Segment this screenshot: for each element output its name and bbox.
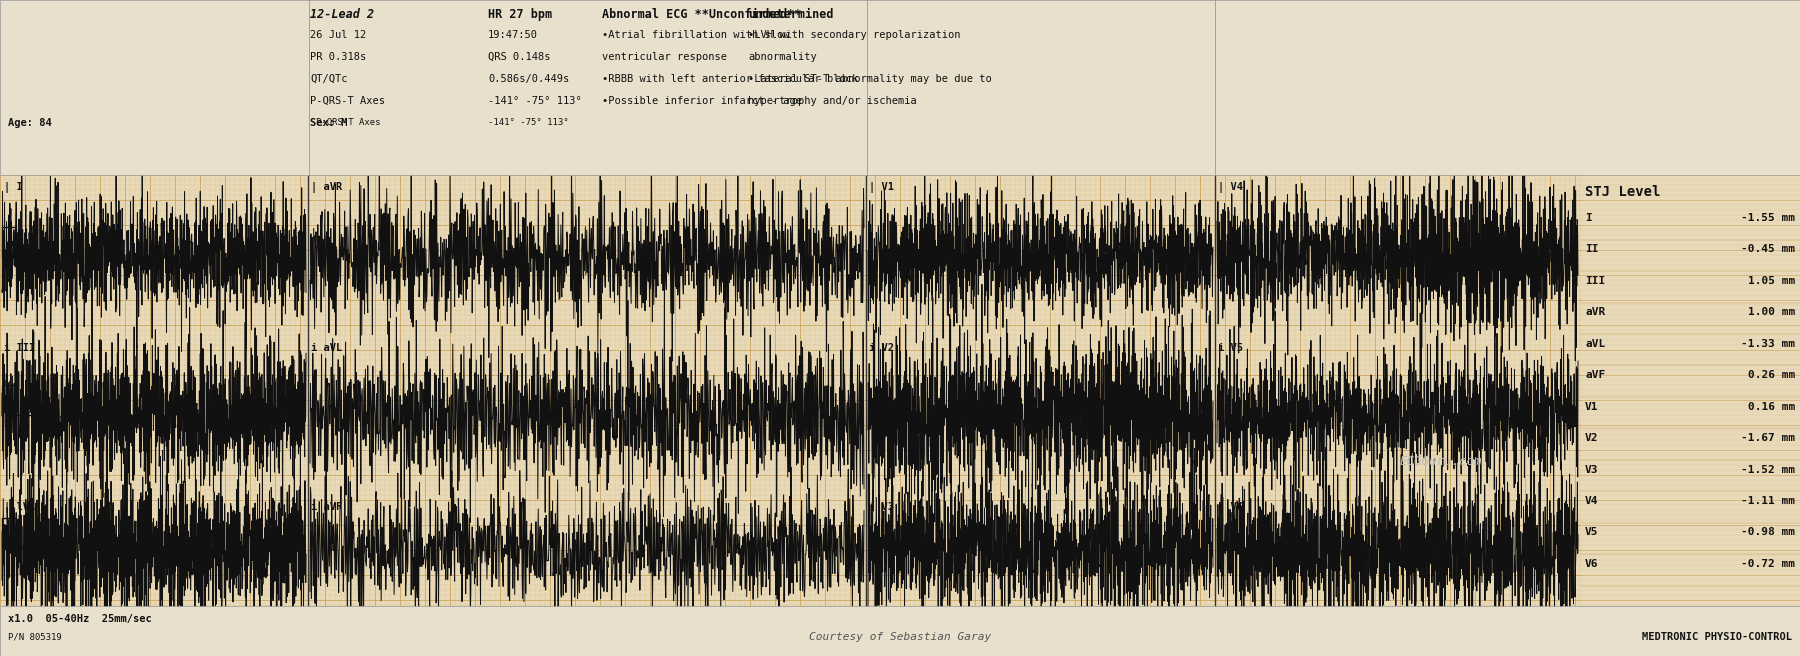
Text: -141° -75° 113°: -141° -75° 113° bbox=[488, 118, 569, 127]
Bar bbox=[0, 175, 1580, 606]
Text: Abnormal ECG **Unconfirmed**: Abnormal ECG **Unconfirmed** bbox=[601, 8, 801, 21]
Text: V3: V3 bbox=[1586, 464, 1598, 474]
Text: aVL: aVL bbox=[1586, 338, 1606, 349]
Text: | V1: | V1 bbox=[869, 182, 895, 193]
Text: ventricular response: ventricular response bbox=[601, 52, 727, 62]
Text: P-QRS-T Axes: P-QRS-T Axes bbox=[317, 118, 380, 127]
Text: aVF: aVF bbox=[1586, 370, 1606, 380]
Text: i aVF: i aVF bbox=[311, 502, 342, 512]
Text: STJ Level: STJ Level bbox=[1586, 185, 1660, 199]
Text: -1.52 mm: -1.52 mm bbox=[1741, 464, 1795, 474]
Text: -0.45 mm: -0.45 mm bbox=[1741, 245, 1795, 255]
Text: •Atrial fibrillation with slow: •Atrial fibrillation with slow bbox=[601, 30, 790, 40]
Text: -0.98 mm: -0.98 mm bbox=[1741, 527, 1795, 537]
Text: 0.586s/0.449s: 0.586s/0.449s bbox=[488, 74, 569, 84]
Text: 26 Jul 12: 26 Jul 12 bbox=[310, 30, 365, 40]
Text: -141° -75° 113°: -141° -75° 113° bbox=[488, 96, 581, 106]
Text: aVR: aVR bbox=[1586, 307, 1606, 318]
Text: 0.26 mm: 0.26 mm bbox=[1748, 370, 1795, 380]
Text: Courtesy of Sebastian Garay: Courtesy of Sebastian Garay bbox=[808, 632, 992, 642]
Bar bbox=[0, 606, 1800, 656]
Text: ECGGuru.com: ECGGuru.com bbox=[1400, 455, 1483, 468]
Text: 1.05 mm: 1.05 mm bbox=[1748, 276, 1795, 286]
Text: Sex: M: Sex: M bbox=[310, 118, 347, 128]
Bar bbox=[0, 0, 1800, 175]
Text: | I: | I bbox=[4, 182, 23, 193]
Text: V1: V1 bbox=[1586, 401, 1598, 412]
Text: -1.11 mm: -1.11 mm bbox=[1741, 496, 1795, 506]
Text: II: II bbox=[1586, 245, 1598, 255]
Text: QRS 0.148s: QRS 0.148s bbox=[488, 52, 551, 62]
Text: | lV1: | lV1 bbox=[4, 502, 36, 513]
Text: i aVL: i aVL bbox=[311, 343, 342, 353]
Text: HR 27 bpm: HR 27 bpm bbox=[488, 8, 553, 21]
Text: 0.16 mm: 0.16 mm bbox=[1748, 401, 1795, 412]
Text: | V6: | V6 bbox=[1219, 502, 1244, 513]
Text: PR 0.318s: PR 0.318s bbox=[310, 52, 365, 62]
Text: abnormality: abnormality bbox=[749, 52, 817, 62]
Text: -1.55 mm: -1.55 mm bbox=[1741, 213, 1795, 223]
Text: I: I bbox=[1586, 213, 1591, 223]
Text: x1.0  05-40Hz  25mm/sec: x1.0 05-40Hz 25mm/sec bbox=[7, 614, 151, 624]
Text: •Possible inferior infarct - age: •Possible inferior infarct - age bbox=[601, 96, 803, 106]
Text: i III: i III bbox=[4, 343, 36, 353]
Text: V2: V2 bbox=[1586, 433, 1598, 443]
Text: Age: 84: Age: 84 bbox=[7, 118, 52, 128]
Text: •Lateral ST-T abnormality may be due to: •Lateral ST-T abnormality may be due to bbox=[749, 74, 992, 84]
Text: V6: V6 bbox=[1586, 559, 1598, 569]
Text: MEDTRONIC PHYSIO-CONTROL: MEDTRONIC PHYSIO-CONTROL bbox=[1642, 632, 1793, 642]
Text: i V2: i V2 bbox=[869, 343, 895, 353]
Text: III: III bbox=[1586, 276, 1606, 286]
Text: undetermined: undetermined bbox=[749, 8, 833, 21]
Text: 19:47:50: 19:47:50 bbox=[488, 30, 538, 40]
Text: P-QRS-T Axes: P-QRS-T Axes bbox=[310, 96, 385, 106]
Text: i V5: i V5 bbox=[1219, 343, 1244, 353]
Text: V5: V5 bbox=[1586, 527, 1598, 537]
Text: V4: V4 bbox=[1586, 496, 1598, 506]
Text: 12-Lead 2: 12-Lead 2 bbox=[310, 8, 374, 21]
Bar bbox=[1580, 175, 1800, 606]
Text: | V4: | V4 bbox=[1219, 182, 1244, 193]
Text: | aVR: | aVR bbox=[311, 182, 342, 193]
Text: -1.33 mm: -1.33 mm bbox=[1741, 338, 1795, 349]
Text: P/N 805319: P/N 805319 bbox=[7, 632, 61, 641]
Text: | V3: | V3 bbox=[869, 502, 895, 513]
Text: QT/QTc: QT/QTc bbox=[310, 74, 347, 84]
Text: •LVH with secondary repolarization: •LVH with secondary repolarization bbox=[749, 30, 961, 40]
Text: 1.00 mm: 1.00 mm bbox=[1748, 307, 1795, 318]
Text: hypertrophy and/or ischemia: hypertrophy and/or ischemia bbox=[749, 96, 916, 106]
Text: •RBBB with left anterior fascicular block: •RBBB with left anterior fascicular bloc… bbox=[601, 74, 859, 84]
Text: -1.67 mm: -1.67 mm bbox=[1741, 433, 1795, 443]
Text: -0.72 mm: -0.72 mm bbox=[1741, 559, 1795, 569]
